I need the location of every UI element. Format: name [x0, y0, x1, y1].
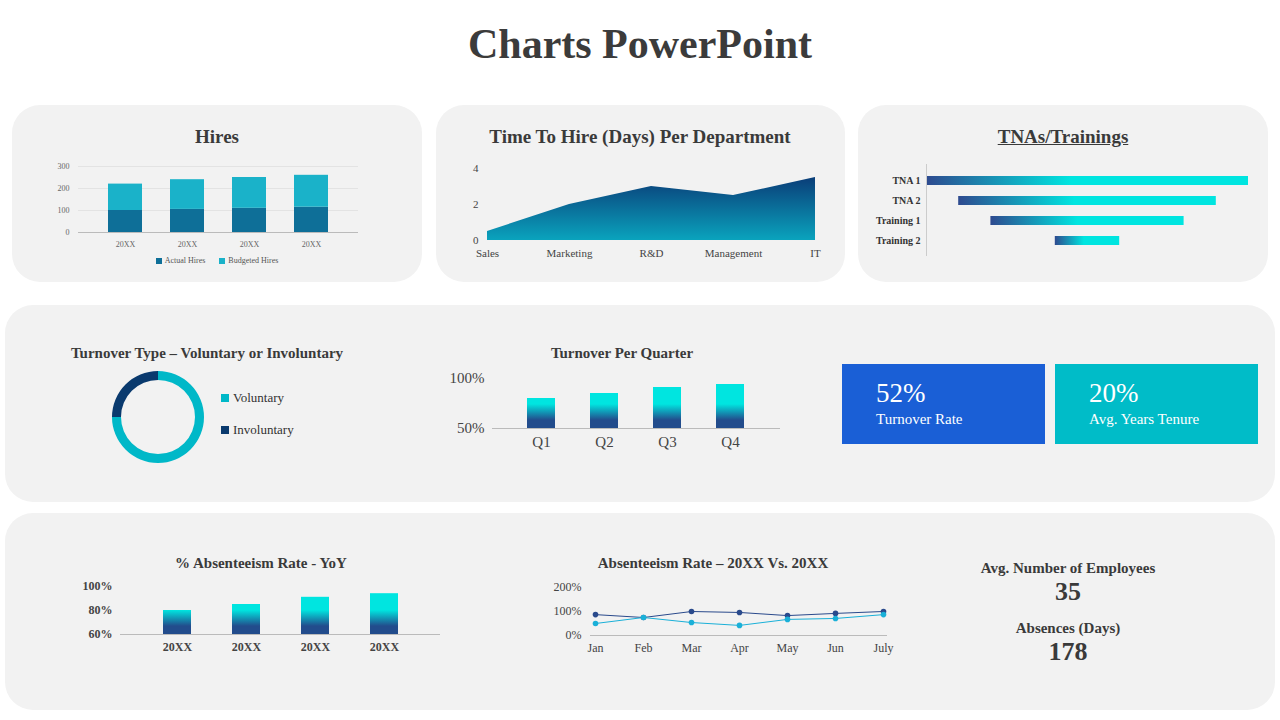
html-text:52%: 52% [876, 378, 926, 408]
svg-text:Training 1: Training 1 [876, 215, 921, 226]
svg-text:Q1: Q1 [532, 434, 550, 450]
svg-text:0%: 0% [566, 628, 582, 642]
svg-text:Sales: Sales [476, 247, 499, 259]
html-text:Absenteeism Rate – 20XX Vs. 20: Absenteeism Rate – 20XX Vs. 20XX [597, 555, 829, 571]
html-text:% Absenteeism Rate - YoY: % Absenteeism Rate - YoY [175, 555, 347, 571]
svg-text:100%: 100% [83, 579, 113, 593]
html-text:Turnover Type – Voluntary or I: Turnover Type – Voluntary or Involuntary [70, 345, 344, 361]
svg-text:50%: 50% [457, 420, 485, 436]
svg-text:TNA 1: TNA 1 [892, 175, 920, 186]
svg-text:Mar: Mar [682, 641, 702, 655]
svg-text:Q4: Q4 [721, 434, 740, 450]
svg-text:20XX: 20XX [370, 640, 400, 654]
svg-text:20XX: 20XX [163, 640, 193, 654]
svg-text:20XX: 20XX [302, 240, 322, 249]
html-text:Absences (Days): Absences (Days) [1015, 620, 1121, 636]
html-text:Time To Hire (Days) Per Depart: Time To Hire (Days) Per Department [489, 126, 791, 147]
svg-text:0: 0 [66, 228, 70, 237]
html-text:Involuntary: Involuntary [233, 422, 294, 437]
svg-text:200%: 200% [554, 580, 582, 594]
html-text:35: 35 [1055, 577, 1081, 606]
html-text:Actual Hires: Actual Hires [164, 256, 206, 265]
svg-text:IT: IT [810, 247, 821, 259]
svg-text:20XX: 20XX [301, 640, 331, 654]
html-text:Hires: Hires [195, 126, 239, 147]
svg-text:80%: 80% [89, 603, 113, 617]
svg-text:2: 2 [473, 198, 479, 210]
svg-text:300: 300 [58, 162, 70, 171]
svg-text:May: May [777, 641, 799, 655]
svg-text:100%: 100% [450, 370, 485, 386]
svg-text:0: 0 [473, 234, 479, 246]
svg-text:Apr: Apr [730, 641, 749, 655]
svg-text:Jan: Jan [588, 641, 604, 655]
svg-text:20XX: 20XX [116, 240, 136, 249]
html-text:Budgeted Hires: Budgeted Hires [228, 256, 279, 265]
svg-text:Feb: Feb [635, 641, 653, 655]
html-text:Turnover Per Quarter: Turnover Per Quarter [550, 345, 694, 361]
svg-text:20XX: 20XX [178, 240, 198, 249]
svg-text:60%: 60% [89, 627, 113, 641]
svg-text:TNA 2: TNA 2 [892, 195, 920, 206]
svg-text:Marketing: Marketing [547, 247, 593, 259]
html-text:20%: 20% [1089, 378, 1139, 408]
svg-text:Jun: Jun [827, 641, 844, 655]
svg-text:200: 200 [58, 184, 70, 193]
svg-text:100: 100 [58, 206, 70, 215]
svg-text:R&D: R&D [640, 247, 664, 259]
svg-text:4: 4 [473, 162, 479, 174]
svg-text:Management: Management [705, 247, 762, 259]
svg-text:Training 2: Training 2 [876, 235, 921, 246]
html-text:Voluntary: Voluntary [233, 390, 284, 405]
svg-text:Q3: Q3 [658, 434, 676, 450]
html-text:Avg. Number of Employees: Avg. Number of Employees [980, 560, 1156, 576]
svg-text:100%: 100% [554, 604, 582, 618]
svg-text:20XX: 20XX [240, 240, 260, 249]
svg-text:Q2: Q2 [595, 434, 613, 450]
svg-text:July: July [873, 641, 893, 655]
html-text:178: 178 [1048, 637, 1088, 666]
svg-text:20XX: 20XX [232, 640, 262, 654]
html-text:Turnover Rate: Turnover Rate [876, 411, 963, 427]
html-text:TNAs/Trainings: TNAs/Trainings [997, 126, 1129, 147]
html-text:Charts PowerPoint: Charts PowerPoint [467, 21, 812, 67]
html-text:Avg. Years Tenure: Avg. Years Tenure [1089, 411, 1199, 427]
